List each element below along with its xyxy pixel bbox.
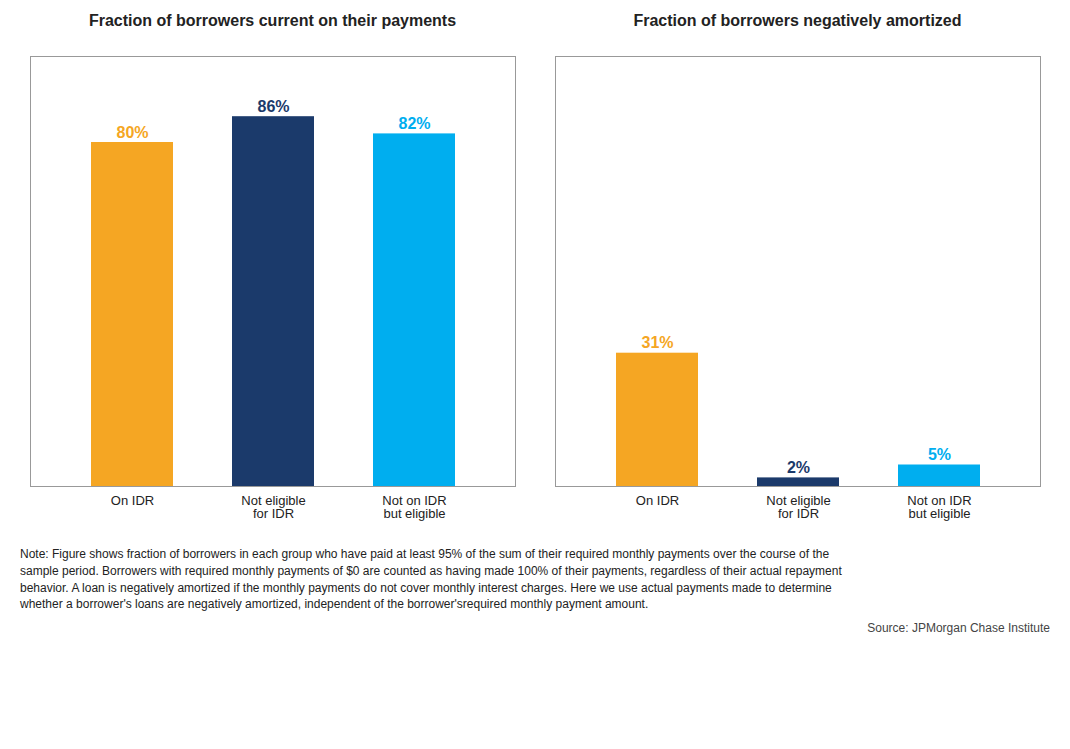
html-text:Fraction of borrowers current: Fraction of borrowers current on their p…	[88, 12, 457, 29]
svg-text:86%: 86%	[257, 98, 289, 115]
html-text:Source: JPMorgan Chase Institu: Source: JPMorgan Chase Institute	[867, 621, 1050, 636]
svg-text:On IDR: On IDR	[111, 493, 154, 508]
svg-text:Not eligiblefor IDR: Not eligiblefor IDR	[241, 493, 305, 521]
html-text:Fraction of borrowers negative: Fraction of borrowers negatively amortiz…	[633, 12, 962, 29]
svg-text:82%: 82%	[398, 115, 430, 132]
svg-text:Not on IDRbut eligible: Not on IDRbut eligible	[382, 493, 446, 521]
html-text:Note: Figure shows fraction of: Note: Figure shows fraction of borrowers…	[20, 547, 830, 561]
svg-text:On IDR: On IDR	[636, 493, 679, 508]
svg-text:Not on IDRbut eligible: Not on IDRbut eligible	[907, 493, 971, 521]
svg-text:Not eligiblefor IDR: Not eligiblefor IDR	[766, 493, 830, 521]
svg-text:2%: 2%	[787, 459, 810, 476]
html-text:whether a borrower's loans are: whether a borrower's loans are negativel…	[20, 597, 649, 612]
svg-text:31%: 31%	[641, 334, 673, 351]
html-text:behavior. A loan is negatively: behavior. A loan is negatively amortized…	[20, 580, 832, 595]
svg-text:80%: 80%	[116, 124, 148, 141]
svg-text:5%: 5%	[928, 446, 951, 463]
html-text:sample period. Borrowers with: sample period. Borrowers with required m…	[20, 563, 842, 578]
